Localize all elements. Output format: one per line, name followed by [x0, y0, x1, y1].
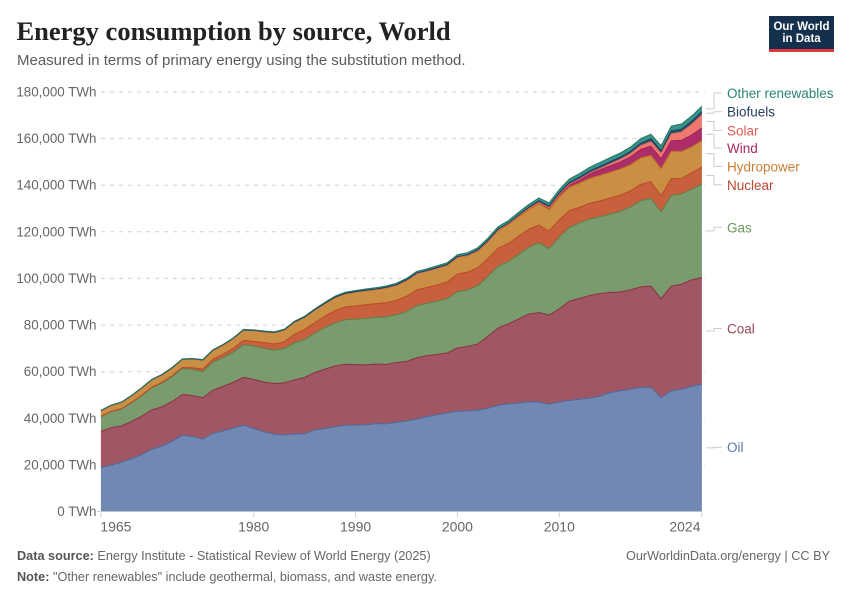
svg-text:Gas: Gas [727, 220, 752, 235]
svg-text:140,000 TWh: 140,000 TWh [16, 178, 96, 193]
svg-text:160,000 TWh: 160,000 TWh [16, 131, 96, 146]
svg-text:Nuclear: Nuclear [727, 178, 774, 193]
svg-text:80,000 TWh: 80,000 TWh [24, 318, 97, 333]
svg-text:2010: 2010 [544, 519, 575, 535]
svg-text:0 TWh: 0 TWh [57, 504, 96, 519]
svg-text:Solar: Solar [727, 123, 759, 138]
svg-text:Other renewables: Other renewables [727, 86, 834, 101]
svg-text:2024: 2024 [669, 519, 700, 535]
svg-text:Hydropower: Hydropower [727, 159, 800, 174]
svg-text:180,000 TWh: 180,000 TWh [16, 85, 96, 100]
svg-text:60,000 TWh: 60,000 TWh [24, 364, 97, 379]
svg-text:1990: 1990 [340, 519, 371, 535]
svg-text:100,000 TWh: 100,000 TWh [16, 271, 96, 286]
svg-text:Coal: Coal [727, 322, 755, 337]
svg-text:1965: 1965 [100, 519, 131, 535]
svg-text:Wind: Wind [727, 141, 758, 156]
svg-text:120,000 TWh: 120,000 TWh [16, 224, 96, 239]
svg-text:20,000 TWh: 20,000 TWh [24, 457, 97, 472]
svg-text:Oil: Oil [727, 440, 744, 455]
svg-text:2000: 2000 [442, 519, 473, 535]
svg-text:Biofuels: Biofuels [727, 105, 775, 120]
svg-text:1980: 1980 [238, 519, 269, 535]
svg-text:40,000 TWh: 40,000 TWh [24, 411, 97, 426]
